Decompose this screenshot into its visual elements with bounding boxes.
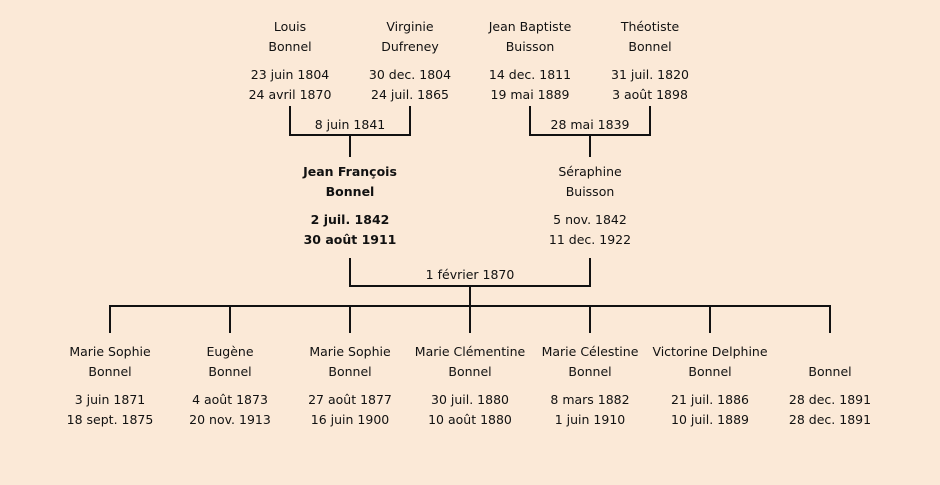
death-date: 3 août 1898 [612, 87, 688, 102]
last-name: Bonnel [325, 184, 375, 199]
last-name: Buisson [565, 184, 615, 199]
first-name: Séraphine [558, 164, 622, 179]
last-name: Bonnel [328, 364, 372, 379]
parents-marriage-connector [349, 258, 591, 306]
last-name: Dufreney [381, 39, 439, 54]
death-date: 20 nov. 1913 [189, 412, 271, 427]
first-name: Marie Célestine [541, 344, 639, 359]
birth-date: 2 juil. 1842 [310, 212, 390, 227]
marriage-date-parents: 1 février 1870 [425, 267, 515, 282]
death-date: 18 sept. 1875 [66, 412, 154, 427]
birth-date: 30 dec. 1804 [368, 67, 452, 82]
maternal-marriage-connector [529, 106, 651, 157]
birth-date: 31 juil. 1820 [611, 67, 689, 82]
death-date: 10 juil. 1889 [671, 412, 749, 427]
first-name: Théotiste [620, 19, 680, 34]
last-name: Bonnel [808, 364, 852, 379]
last-name: Bonnel [448, 364, 492, 379]
birth-date: 28 dec. 1891 [788, 392, 872, 407]
death-date: 30 août 1911 [303, 232, 397, 247]
paternal-marriage-connector [289, 106, 411, 157]
children-connector [109, 305, 831, 333]
first-name: Marie Sophie [309, 344, 391, 359]
birth-date: 8 mars 1882 [550, 392, 630, 407]
last-name: Bonnel [268, 39, 312, 54]
death-date: 1 juin 1910 [554, 412, 626, 427]
death-date: 10 août 1880 [428, 412, 512, 427]
first-name: Louis [273, 19, 307, 34]
birth-date: 5 nov. 1842 [553, 212, 627, 227]
first-name: Jean Baptiste [488, 19, 572, 34]
birth-date: 4 août 1873 [192, 392, 268, 407]
last-name: Bonnel [688, 364, 732, 379]
birth-date: 3 juin 1871 [74, 392, 146, 407]
first-name: Virginie [386, 19, 434, 34]
death-date: 24 juil. 1865 [371, 87, 449, 102]
death-date: 16 juin 1900 [310, 412, 390, 427]
last-name: Bonnel [208, 364, 252, 379]
first-name: Victorine Delphine [652, 344, 768, 359]
death-date: 11 dec. 1922 [548, 232, 632, 247]
death-date: 19 mai 1889 [490, 87, 570, 102]
last-name: Buisson [505, 39, 555, 54]
last-name: Bonnel [568, 364, 612, 379]
death-date: 24 avril 1870 [248, 87, 332, 102]
first-name: Marie Clémentine [414, 344, 526, 359]
birth-date: 14 dec. 1811 [488, 67, 572, 82]
first-name: Eugène [206, 344, 254, 359]
birth-date: 23 juin 1804 [250, 67, 330, 82]
first-name: Jean François [303, 164, 397, 179]
marriage-date-maternal: 28 mai 1839 [550, 117, 630, 132]
death-date: 28 dec. 1891 [788, 412, 872, 427]
birth-date: 21 juil. 1886 [671, 392, 749, 407]
last-name: Bonnel [628, 39, 672, 54]
last-name: Bonnel [88, 364, 132, 379]
birth-date: 30 juil. 1880 [431, 392, 509, 407]
marriage-date-paternal: 8 juin 1841 [314, 117, 386, 132]
birth-date: 27 août 1877 [308, 392, 392, 407]
first-name: Marie Sophie [69, 344, 151, 359]
